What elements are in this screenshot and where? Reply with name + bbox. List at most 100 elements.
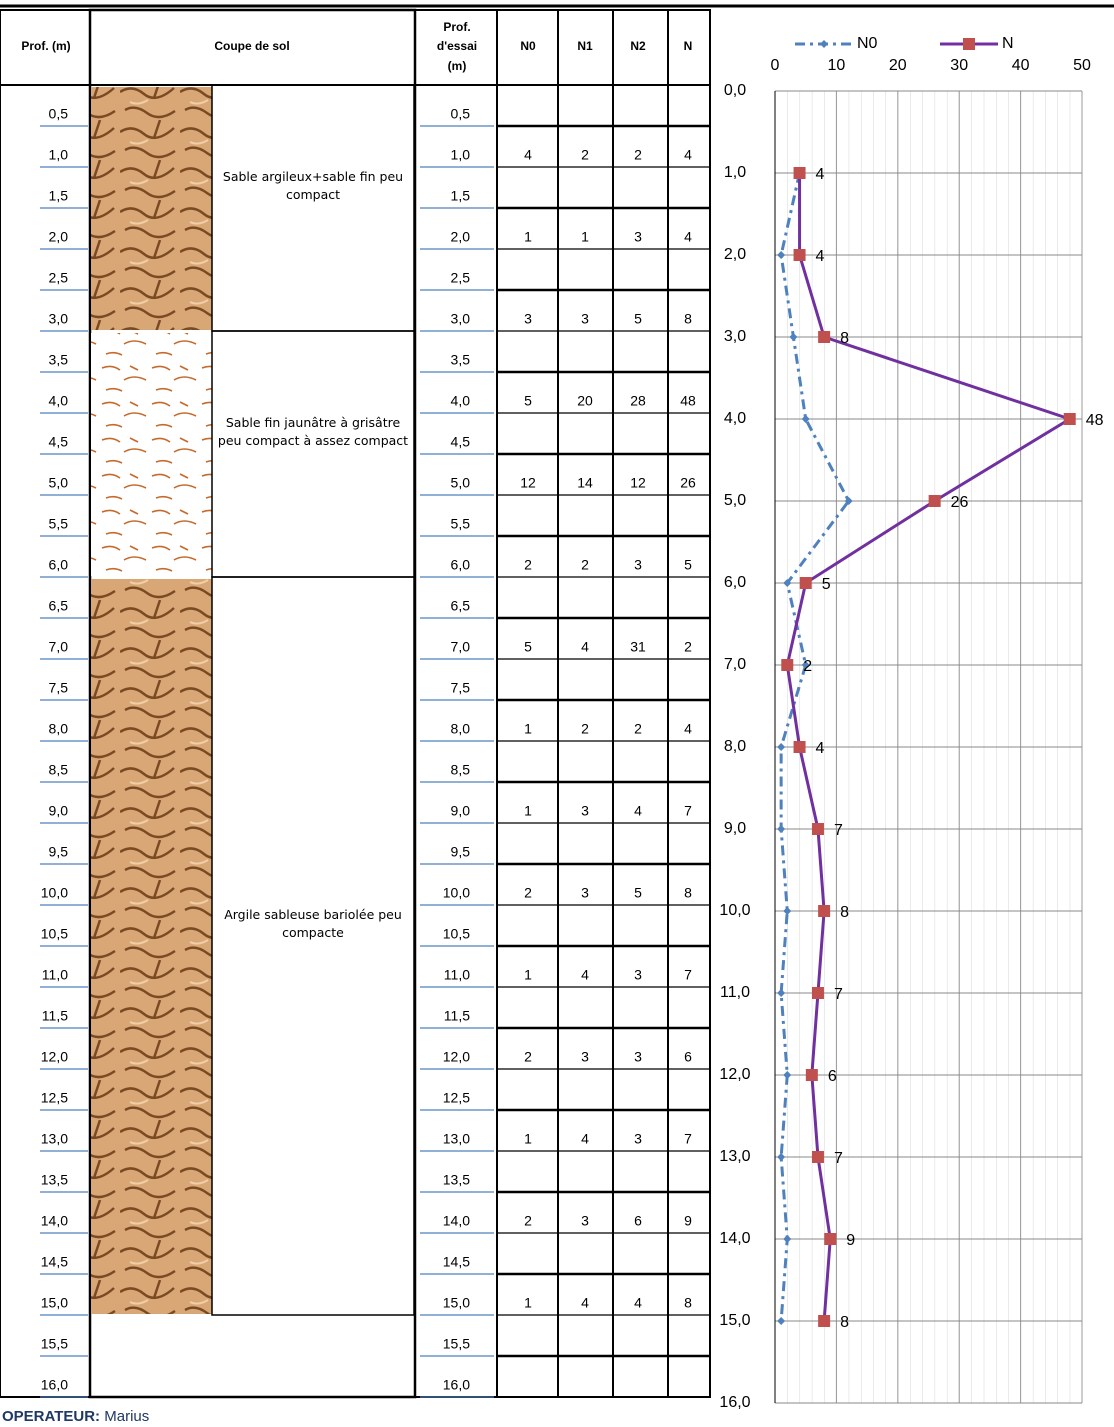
depth-label: 16,0 [41,1377,68,1393]
value-tick-label: 30 [950,57,968,74]
layer-description: Argile sableuse bariolée peu compacte [214,906,412,942]
depth-tick-label: 15,0 [719,1312,750,1329]
marker [800,577,812,589]
marker [818,1315,830,1327]
legend-label: N [1002,35,1014,52]
test-depth-label: 6,5 [451,598,471,614]
depth-tick-label: 7,0 [724,656,746,673]
test-value: 1 [524,1131,532,1147]
value-tick-label: 10 [828,57,846,74]
test-depth-label: 6,0 [451,557,471,573]
test-value: 2 [684,639,692,655]
test-value: 2 [581,721,589,737]
layer-box: Sable argileux+sable fin peu compact [214,168,412,248]
test-depth-label: 5,0 [451,475,471,491]
test-value: 8 [684,885,692,901]
data-label: 8 [840,330,849,347]
depth-tick-label: 6,0 [724,574,746,591]
test-value: 4 [684,721,692,737]
data-label: 4 [816,740,825,757]
legend-label: N0 [857,35,878,52]
legend-marker [820,40,828,48]
marker [781,659,793,671]
test-depth-label: 7,0 [451,639,471,655]
test-value: 4 [634,1295,642,1311]
depth-tick-label: 2,0 [724,246,746,263]
depth-label: 10,0 [41,885,68,901]
depth-tick-label: 12,0 [719,1066,750,1083]
test-value: 20 [577,393,593,409]
depth-label: 11,0 [42,967,68,983]
test-value: 2 [524,885,532,901]
test-depth-label: 14,5 [443,1254,470,1270]
depth-tick-label: 10,0 [719,902,750,919]
data-label: 7 [834,1150,843,1167]
test-value: 3 [581,803,589,819]
test-depth-label: 8,0 [451,721,471,737]
depth-label: 3,0 [49,311,69,327]
test-value: 5 [634,885,642,901]
test-value: 14 [577,475,593,491]
marker [1064,413,1076,425]
test-depth-label: 9,5 [451,844,471,860]
test-value: 3 [634,229,642,245]
depth-label: 2,5 [49,270,69,286]
test-value: 5 [634,311,642,327]
test-value: 31 [630,639,646,655]
test-value: 3 [581,885,589,901]
depth-label: 5,0 [49,475,69,491]
test-value: 8 [684,311,692,327]
depth-label: 9,5 [49,844,69,860]
test-depth-label: 3,0 [451,311,471,327]
test-depth-label: 1,0 [451,147,471,163]
test-value: 4 [581,1131,589,1147]
value-tick-label: 20 [889,57,907,74]
marker [794,741,806,753]
header-test-depth: (m) [448,59,467,73]
data-label: 7 [834,822,843,839]
depth-label: 10,5 [41,926,68,942]
test-value: 9 [684,1213,692,1229]
soil-texture [91,87,212,330]
test-value: 28 [630,393,646,409]
layer-box: Sable fin jaunâtre à grisâtre peu compac… [214,414,412,494]
depth-label: 14,0 [41,1213,68,1229]
test-depth-label: 14,0 [443,1213,470,1229]
depth-label: 1,0 [49,147,69,163]
test-depth-label: 9,0 [451,803,471,819]
test-value: 12 [630,475,646,491]
test-value: 5 [524,393,532,409]
test-value: 4 [581,639,589,655]
test-depth-label: 11,5 [444,1008,470,1024]
layer-description: Sable fin jaunâtre à grisâtre peu compac… [214,414,412,450]
test-depth-label: 12,5 [443,1090,470,1106]
test-depth-label: 4,5 [451,434,471,450]
depth-label: 15,0 [41,1295,68,1311]
test-value: 1 [524,229,532,245]
depth-tick-label: 16,0 [719,1394,750,1411]
soil-texture [91,333,212,576]
depth-label: 2,0 [49,229,69,245]
marker [929,495,941,507]
test-value: 4 [581,967,589,983]
test-value: 6 [634,1213,642,1229]
depth-tick-label: 4,0 [724,410,746,427]
test-value: 12 [520,475,536,491]
depth-label: 15,5 [41,1336,68,1352]
test-value: 1 [524,1295,532,1311]
test-depth-label: 11,0 [444,967,470,983]
legend-marker [963,38,975,50]
header-n0: N0 [520,39,536,53]
header-profile: Coupe de sol [214,39,289,53]
test-value: 4 [684,229,692,245]
depth-tick-label: 11,0 [720,984,750,1001]
data-label: 48 [1086,412,1104,429]
footer: OPERATEUR: Marius [2,1408,149,1425]
test-depth-label: 16,0 [443,1377,470,1393]
cell-column [497,10,558,1397]
test-value: 4 [684,147,692,163]
data-label: 7 [834,986,843,1003]
depth-label: 9,0 [49,803,69,819]
depth-label: 6,5 [49,598,69,614]
header-test-depth: d'essai [437,39,477,53]
